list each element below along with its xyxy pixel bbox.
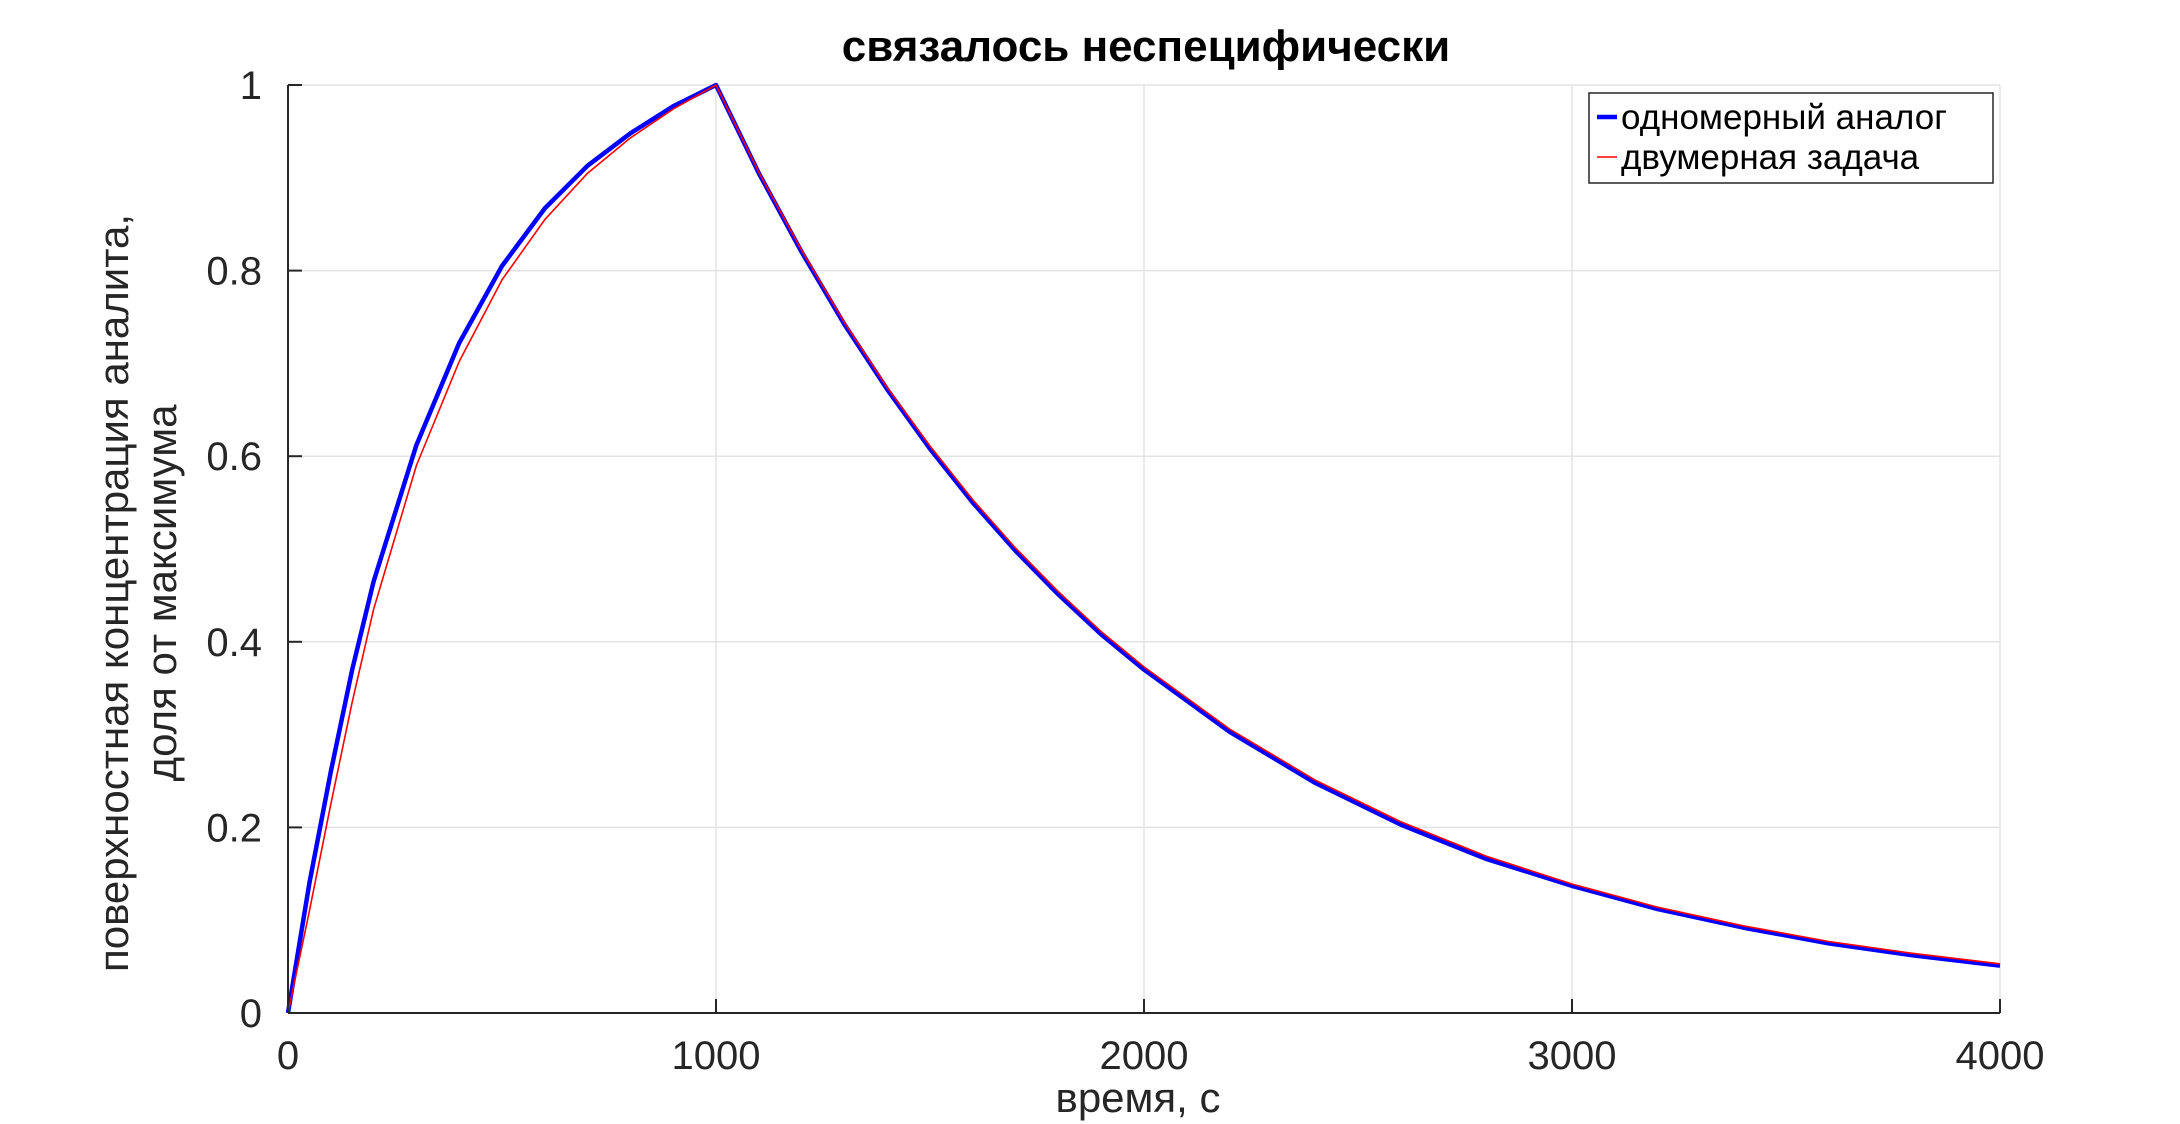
y-axis-label-line-2: доля от максимума xyxy=(138,404,185,781)
grid-lines xyxy=(288,84,2001,1013)
chart-title: связалось неспецифически xyxy=(842,22,1450,71)
x-tick-label: 2000 xyxy=(1100,1034,1189,1078)
x-tick-label: 1000 xyxy=(672,1034,761,1078)
tick-labels: 0 1000 2000 3000 4000 0 0.2 0.4 0.6 0.8 1 xyxy=(206,64,2044,1078)
y-axis-label: поверхностная концентрация аналита, доля… xyxy=(90,214,185,972)
legend-label-1: одномерный аналог xyxy=(1621,98,1947,137)
legend-box xyxy=(1588,92,1994,184)
y-tick-label: 1 xyxy=(240,64,262,108)
series-line-1 xyxy=(285,82,2001,1014)
y-tick-label: 0.4 xyxy=(206,621,262,665)
x-axis-label: время, с xyxy=(1056,1074,1221,1121)
x-tick-label: 4000 xyxy=(1956,1034,2045,1078)
series-line-2 xyxy=(287,84,2001,1014)
y-tick-label: 0 xyxy=(240,992,262,1036)
y-tick-label: 0.6 xyxy=(206,435,262,479)
axes xyxy=(287,84,2001,1014)
y-tick-label: 0.8 xyxy=(206,250,262,294)
y-axis-label-line-1: поверхностная концентрация аналита, xyxy=(90,214,137,972)
series-layer xyxy=(285,82,2001,1014)
legend-label-2: двумерная задача xyxy=(1621,138,1920,177)
x-tick-label: 0 xyxy=(277,1034,299,1078)
x-tick-label: 3000 xyxy=(1528,1034,1617,1078)
y-tick-label: 0.2 xyxy=(206,806,262,850)
